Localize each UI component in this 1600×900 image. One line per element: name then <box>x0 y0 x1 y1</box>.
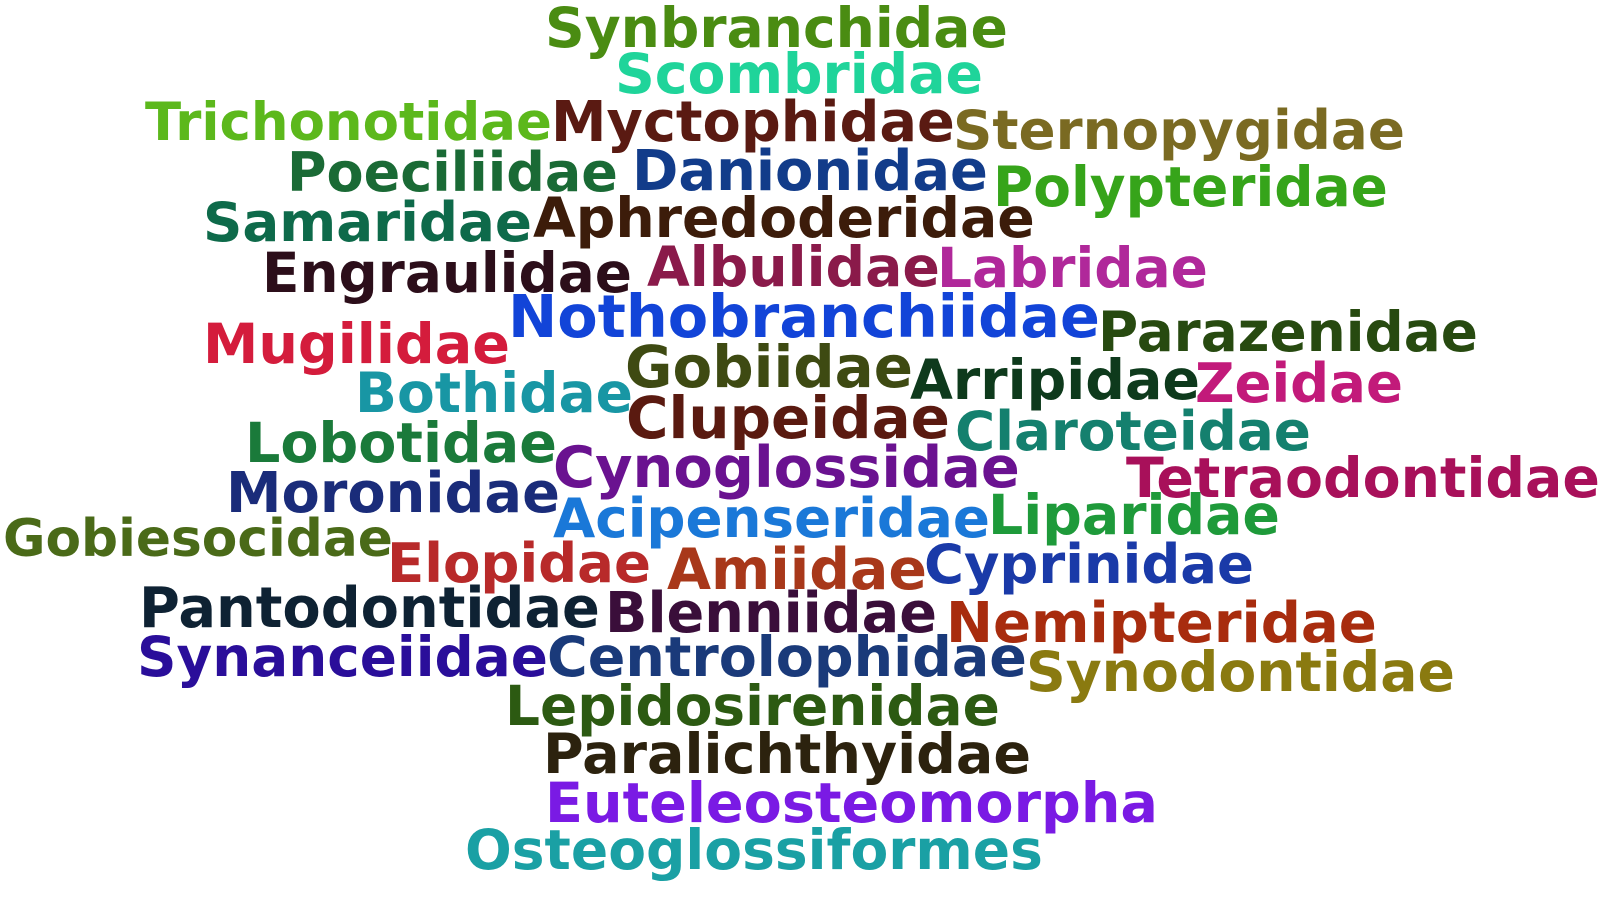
word-gobiidae: Gobiidae <box>625 333 913 401</box>
word-parazenidae: Parazenidae <box>1098 300 1478 364</box>
word-amiidae: Amiidae <box>667 537 927 603</box>
word-myctophidae: Myctophidae <box>551 90 955 155</box>
word-bothidae: Bothidae <box>355 361 633 425</box>
word-pantodontidae: Pantodontidae <box>139 576 600 641</box>
word-nothobranchiidae: Nothobranchiidae <box>508 282 1100 351</box>
word-euteleosteomorpha: Euteleosteomorpha <box>545 771 1158 836</box>
word-trichonotidae: Trichonotidae <box>145 92 552 153</box>
word-blenniidae: Blenniidae <box>605 581 937 646</box>
word-elopidae: Elopidae <box>387 531 651 595</box>
word-liparidae: Liparidae <box>988 484 1280 548</box>
word-synodontidae: Synodontidae <box>1026 641 1455 705</box>
word-claroteidae: Claroteidae <box>955 399 1311 463</box>
word-polypteridae: Polypteridae <box>993 155 1388 219</box>
word-nemipteridae: Nemipteridae <box>946 591 1377 656</box>
word-synanceiidae: Synanceiidae <box>137 625 548 689</box>
word-synbranchidae: Synbranchidae <box>545 0 1008 61</box>
word-cynoglossidae: Cynoglossidae <box>553 434 1020 501</box>
word-labridae: Labridae <box>937 236 1208 300</box>
word-danionidae: Danionidae <box>632 139 988 204</box>
word-lepidosirenidae: Lepidosirenidae <box>505 674 1000 738</box>
word-albulidae: Albulidae <box>647 236 940 300</box>
word-mugilidae: Mugilidae <box>203 312 510 377</box>
word-paralichthyidae: Paralichthyidae <box>543 722 1031 787</box>
word-aphredoderidae: Aphredoderidae <box>533 187 1035 251</box>
word-gobiesocidae: Gobiesocidae <box>3 509 393 569</box>
word-tetraodontidae: Tetraodontidae <box>1126 447 1600 511</box>
word-samaridae: Samaridae <box>203 190 532 254</box>
word-cyprinidae: Cyprinidae <box>924 532 1254 596</box>
word-engraulidae: Engraulidae <box>262 241 632 305</box>
word-poeciliidae: Poeciliidae <box>287 141 618 204</box>
word-arripidae: Arripidae <box>910 349 1200 413</box>
word-sternopygidae: Sternopygidae <box>953 98 1405 162</box>
word-clupeidae: Clupeidae <box>626 384 950 452</box>
word-centrolophidae: Centrolophidae <box>547 626 1027 690</box>
word-moronidae: Moronidae <box>226 461 560 526</box>
word-zeidae: Zeidae <box>1195 351 1403 415</box>
word-scombridae: Scombridae <box>615 43 983 107</box>
word-acipenseridae: Acipenseridae <box>553 486 990 550</box>
word-lobotidae: Lobotidae <box>245 411 557 476</box>
word-osteoglossiformes: Osteoglossiformes <box>465 818 1043 882</box>
